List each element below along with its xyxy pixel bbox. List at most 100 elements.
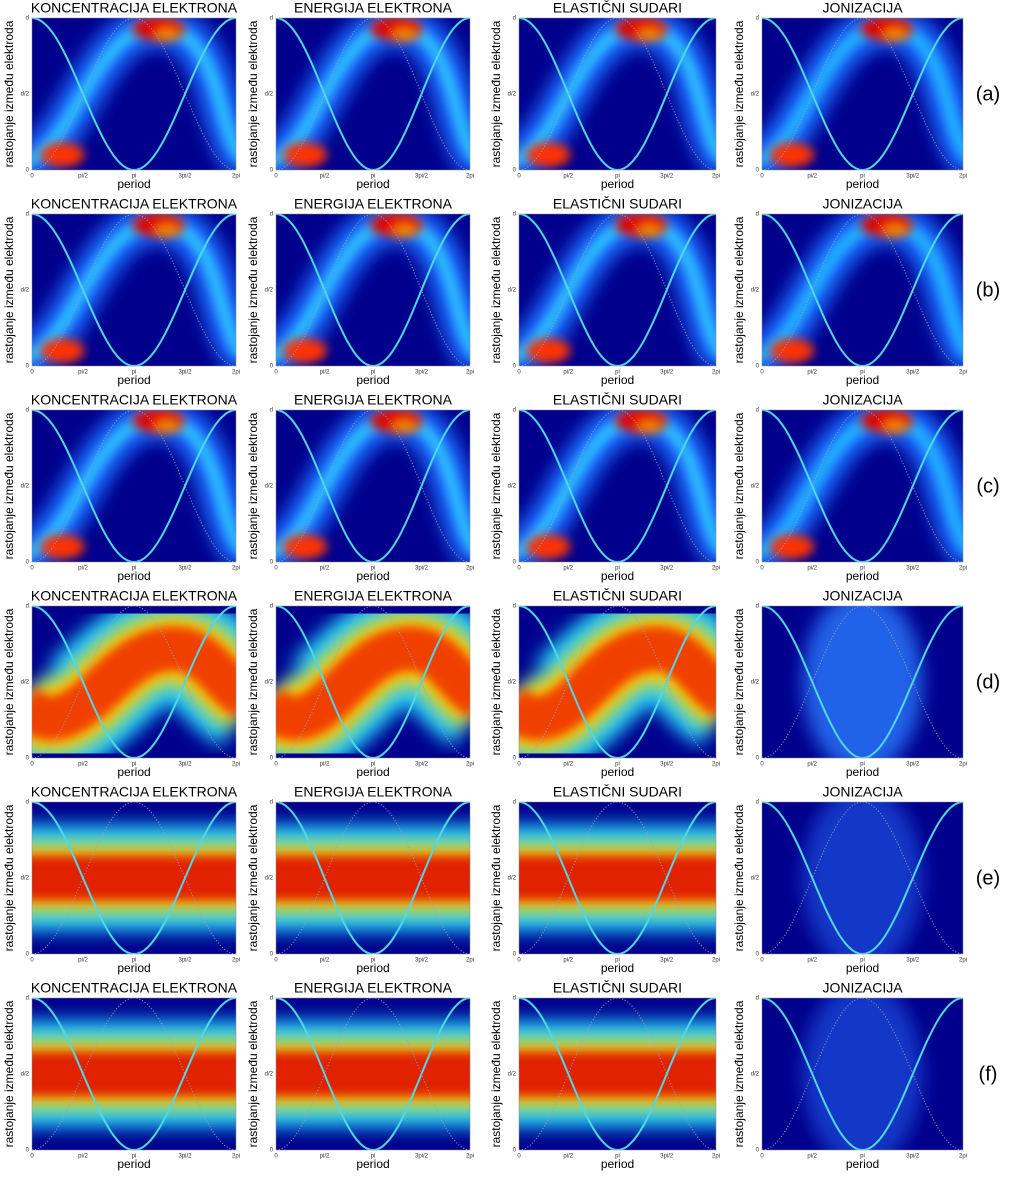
curve <box>32 214 236 366</box>
x-tick-label: 2pi <box>712 174 720 180</box>
panel: KONCENTRACIJA ELEKTRONA period rastojanje … <box>2 784 240 975</box>
heatmap <box>276 18 470 170</box>
panel-title: JONIZACIJA <box>822 392 903 408</box>
x-tick-label: 2pi <box>959 174 967 180</box>
y-tick-label: d <box>270 408 273 414</box>
x-tick-label: pi <box>615 958 620 964</box>
y-axis-label: rastojanje između elektroda <box>2 20 16 167</box>
hot-spot <box>390 417 419 434</box>
x-tick-label: pi/2 <box>563 958 573 964</box>
hot-spot <box>283 142 328 167</box>
heatmap <box>276 802 470 954</box>
x-tick-label: 3pi/2 <box>178 1154 192 1160</box>
y-axis-label: rastojanje između elektroda <box>489 412 503 559</box>
y-tick-label: 0 <box>270 560 274 566</box>
x-tick-label: 3pi/2 <box>906 174 920 180</box>
x-tick-label: 0 <box>274 370 278 376</box>
hot-spot <box>40 338 85 363</box>
x-tick-label: pi/2 <box>78 370 88 376</box>
x-tick-label: 2pi <box>232 566 240 572</box>
y-tick-label: d <box>26 408 29 414</box>
x-tick-label: 0 <box>760 958 764 964</box>
y-tick-label: 0 <box>756 168 760 174</box>
curve <box>276 606 470 758</box>
panel: ELASTIČNI SUDARI period rastojanje između … <box>489 196 720 387</box>
x-axis-label: period <box>356 373 389 387</box>
row-label: (b) <box>976 279 1000 301</box>
x-tick-label: pi/2 <box>563 1154 573 1160</box>
x-tick-label: pi <box>371 566 376 572</box>
curve-dotted <box>762 18 963 170</box>
panel: KONCENTRACIJA ELEKTRONA period rastojanje … <box>2 392 240 583</box>
hot-spot <box>152 25 181 42</box>
x-tick-label: 0 <box>760 174 764 180</box>
curve-dotted <box>762 802 963 954</box>
y-axis-label: rastojanje između elektroda <box>246 20 260 167</box>
x-tick-label: 0 <box>30 566 34 572</box>
y-tick-label: d/2 <box>21 1072 30 1078</box>
y-tick-label: d <box>270 16 273 22</box>
y-axis-label: rastojanje između elektroda <box>2 608 16 755</box>
x-tick-label: 2pi <box>466 958 474 964</box>
y-tick-label: d/2 <box>508 92 517 98</box>
y-axis-label: rastojanje između elektroda <box>246 216 260 363</box>
curve <box>32 802 236 954</box>
y-axis-label: rastojanje između elektroda <box>732 20 746 167</box>
x-tick-label: 0 <box>517 762 521 768</box>
y-tick-label: d/2 <box>21 288 30 294</box>
x-tick-label: 2pi <box>232 1154 240 1160</box>
frame <box>275 213 471 367</box>
x-axis-label: period <box>846 569 879 583</box>
panel: JONIZACIJA period rastojanje između elektr… <box>732 0 967 191</box>
hot-spot <box>40 534 85 559</box>
frame <box>275 997 471 1151</box>
x-tick-label: pi/2 <box>320 762 330 768</box>
x-tick-label: 3pi/2 <box>660 174 674 180</box>
y-tick-label: d/2 <box>751 484 760 490</box>
glow <box>802 606 923 758</box>
heatmap <box>32 998 236 1150</box>
hot-spot <box>770 338 815 363</box>
band-hot <box>276 1051 470 1097</box>
panel: ENERGIJA ELEKTRONA period rastojanje izmeđ… <box>246 392 474 583</box>
x-tick-label: pi/2 <box>78 1154 88 1160</box>
y-axis-label: rastojanje između elektroda <box>489 216 503 363</box>
curve-dotted <box>762 606 963 758</box>
band-hot <box>276 855 470 901</box>
y-tick-label: d <box>270 212 273 218</box>
x-tick-label: 3pi/2 <box>415 566 429 572</box>
y-tick-label: 0 <box>513 560 517 566</box>
panel-title: ENERGIJA ELEKTRONA <box>294 196 453 212</box>
panel: ENERGIJA ELEKTRONA period rastojanje izmeđ… <box>246 0 474 191</box>
y-tick-label: d/2 <box>265 288 274 294</box>
y-tick-label: 0 <box>756 1148 760 1154</box>
x-tick-label: 0 <box>274 762 278 768</box>
heatmap <box>32 802 236 954</box>
curve <box>762 410 963 562</box>
row-label: (a) <box>976 83 1000 105</box>
hot-spot <box>526 142 571 167</box>
band-hot <box>32 626 236 741</box>
glow <box>802 998 923 1150</box>
x-tick-label: pi <box>132 370 137 376</box>
hot-spot <box>770 142 815 167</box>
y-tick-label: 0 <box>513 756 517 762</box>
x-tick-label: 0 <box>517 958 521 964</box>
hot-spot <box>283 534 328 559</box>
x-tick-label: 2pi <box>232 762 240 768</box>
y-tick-label: d/2 <box>265 1072 274 1078</box>
hot-spot <box>152 221 181 238</box>
curve <box>32 606 236 758</box>
row-label: (c) <box>976 475 999 497</box>
band-hot <box>519 855 716 901</box>
curve <box>519 18 716 170</box>
curve-dotted <box>276 606 470 758</box>
panel: JONIZACIJA period rastojanje između elektr… <box>732 392 967 583</box>
x-tick-label: 2pi <box>466 370 474 376</box>
panel-title: ENERGIJA ELEKTRONA <box>294 784 453 800</box>
x-tick-label: pi/2 <box>78 958 88 964</box>
y-axis-label: rastojanje između elektroda <box>732 216 746 363</box>
panel-title: ENERGIJA ELEKTRONA <box>294 588 453 604</box>
curve <box>32 998 236 1150</box>
